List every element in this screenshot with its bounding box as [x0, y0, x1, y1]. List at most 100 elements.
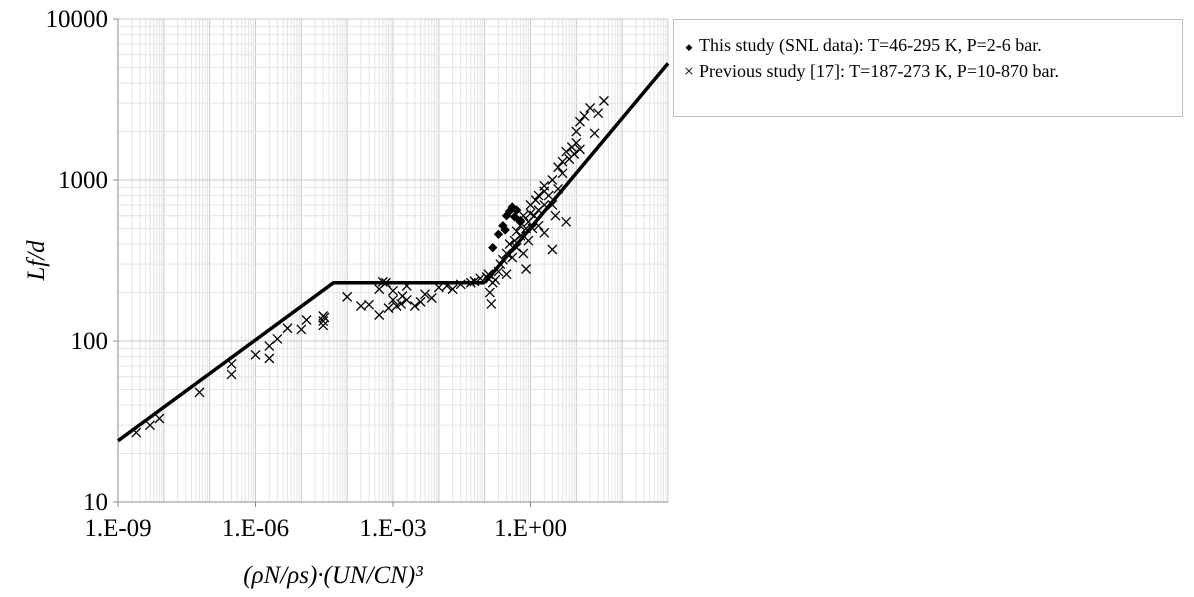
cross-marker [569, 149, 580, 159]
cross-marker [547, 244, 558, 255]
cross-marker [264, 353, 275, 364]
cross-marker [383, 303, 394, 314]
cross-marker [530, 195, 541, 206]
cross-marker [571, 126, 582, 137]
cross-marker [296, 324, 307, 335]
cross-marker [483, 269, 494, 280]
cross-marker [301, 315, 312, 325]
cross-marker [579, 110, 590, 121]
cross-marker [484, 287, 495, 298]
cross-marker [433, 282, 444, 293]
cross-marker [529, 210, 540, 221]
cross-marker [495, 259, 506, 270]
cross-marker [557, 168, 568, 179]
diamond-marker-icon: ◆ [685, 41, 693, 52]
cross-marker [250, 349, 261, 360]
cross-marker [593, 108, 604, 119]
chart-axes [113, 18, 668, 507]
cross-marker [272, 333, 283, 344]
cross-marker [547, 199, 558, 210]
x-tick-label: 1.E-09 [84, 515, 151, 542]
cross-marker [319, 312, 330, 323]
legend-item-this-study: ◆ This study (SNL data): T=46-295 K, P=2-… [682, 34, 1042, 58]
cross-marker [539, 180, 550, 191]
cross-marker [547, 175, 558, 185]
cross-marker [388, 294, 398, 305]
cross-marker [598, 95, 609, 106]
cross-marker [475, 273, 486, 284]
cross-marker [493, 266, 504, 277]
cross-marker [154, 413, 165, 424]
cross-marker [557, 156, 568, 167]
cross-marker [318, 316, 329, 327]
cross-marker [415, 296, 426, 307]
y-tick-label: 10 [83, 489, 108, 516]
y-axis-label: Lf/d [23, 240, 50, 282]
cross-marker [561, 146, 572, 157]
cross-marker-icon: × [683, 61, 695, 81]
cross-marker [318, 320, 329, 331]
diamond-marker [515, 215, 526, 226]
cross-marker [426, 293, 437, 303]
cross-marker [420, 289, 430, 300]
cross-marker [441, 280, 452, 291]
cross-marker [575, 116, 585, 127]
cross-marker [145, 420, 155, 431]
cross-marker [511, 242, 522, 253]
cross-marker [585, 103, 596, 113]
fit-line [116, 281, 485, 443]
y-tick-label: 100 [71, 328, 109, 355]
cross-marker [539, 227, 550, 238]
cross-marker [504, 239, 515, 250]
cross-marker [501, 269, 512, 280]
cross-marker [527, 223, 538, 234]
cross-marker [388, 285, 398, 296]
cross-marker [226, 369, 237, 380]
cross-marker [521, 264, 532, 274]
x-tick-label: 1.E-06 [222, 515, 289, 542]
cross-marker [539, 199, 550, 210]
cross-marker [501, 248, 512, 259]
diamond-marker [488, 242, 498, 253]
legend-item-previous-study: × Previous study [17]: T=187-273 K, P=10-… [682, 60, 1059, 82]
cross-marker [282, 323, 293, 334]
cross-marker [374, 310, 385, 320]
cross-marker [543, 190, 554, 201]
cross-marker [401, 294, 412, 305]
cross-marker [342, 291, 353, 302]
x-tick-label: 1.E+00 [494, 515, 567, 542]
cross-marker [396, 298, 407, 309]
cross-marker [575, 144, 585, 155]
data-points [131, 95, 609, 438]
cross-marker [553, 183, 564, 194]
cross-marker [523, 235, 534, 246]
legend: ◆ This study (SNL data): T=46-295 K, P=2-… [673, 19, 1183, 117]
cross-marker [550, 210, 561, 221]
chart-grid [117, 18, 669, 503]
cross-marker [226, 359, 237, 369]
cross-marker [469, 276, 480, 287]
cross-marker [533, 190, 544, 201]
diamond-marker [509, 212, 520, 222]
cross-marker [497, 254, 508, 265]
diamond-marker [500, 225, 510, 235]
cross-marker [131, 427, 142, 438]
x-tick-label: 1.E-03 [359, 515, 426, 542]
tick-labels: 10 100 1000 10000 1.E-09 1.E-06 1.E-03 1.E+00 [46, 6, 568, 542]
cross-marker [490, 274, 501, 285]
cross-marker [518, 210, 529, 221]
legend-label: This study (SNL data): T=46-295 K, P=2-6… [699, 35, 1042, 55]
cross-marker [364, 299, 374, 310]
cross-marker [401, 280, 412, 291]
cross-marker [409, 301, 420, 311]
cross-marker [377, 276, 388, 287]
cross-marker [515, 220, 526, 231]
cross-marker [571, 137, 582, 148]
cross-marker [533, 220, 544, 231]
cross-marker [518, 248, 529, 259]
cross-marker [194, 387, 205, 398]
cross-marker [589, 128, 600, 139]
cross-marker [455, 279, 466, 290]
cross-marker [264, 341, 275, 352]
